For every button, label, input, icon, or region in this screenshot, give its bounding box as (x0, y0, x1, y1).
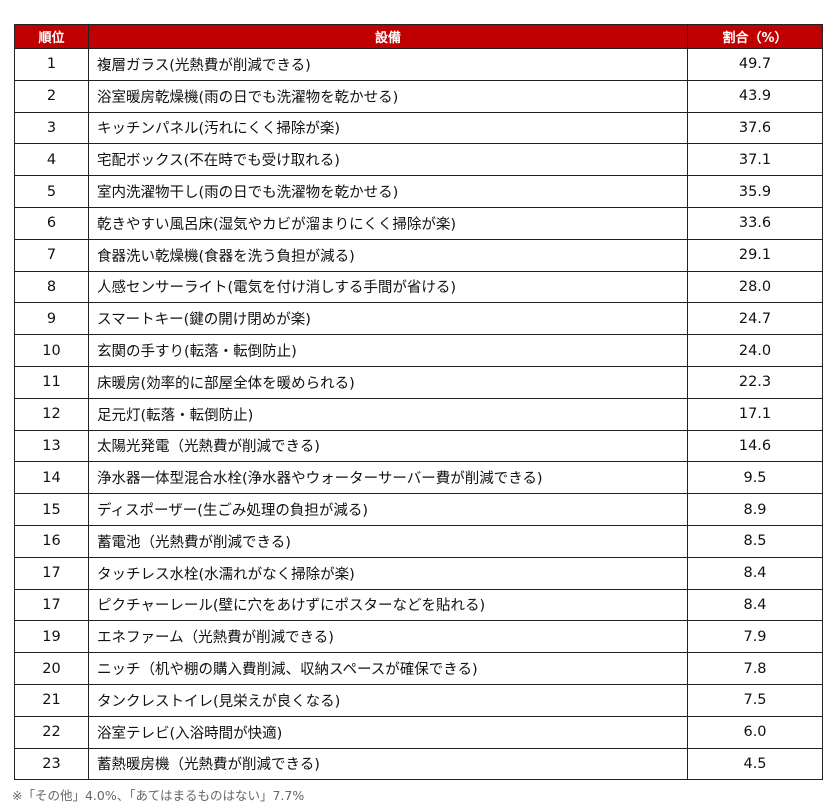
item-cell: スマートキー(鍵の開け閉めが楽) (88, 302, 688, 336)
item-cell: ディスポーザー(生ごみ処理の負担が減る) (88, 493, 688, 526)
table-row: 16 蓄電池（光熱費が削減できる) 8.5 (14, 524, 823, 558)
header-pct: 割合（%） (687, 24, 823, 49)
item-cell: 蓄電池（光熱費が削減できる) (88, 524, 688, 558)
rank-cell: 3 (14, 111, 89, 145)
item-cell: 太陽光発電（光熱費が削減できる) (88, 429, 688, 463)
rank-cell: 2 (14, 79, 89, 113)
table-row: 17 タッチレス水栓(水濡れがなく掃除が楽) 8.4 (14, 556, 823, 590)
pct-cell: 43.9 (687, 79, 823, 113)
pct-cell: 8.4 (687, 588, 823, 622)
table-row: 15 ディスポーザー(生ごみ処理の負担が減る) 8.9 (14, 493, 823, 526)
item-cell: タンクレストイレ(見栄えが良くなる) (88, 683, 688, 717)
item-cell: ニッチ（机や棚の購入費削減、収納スペースが確保できる) (88, 652, 688, 685)
rank-cell: 17 (14, 556, 89, 590)
pct-cell: 14.6 (687, 429, 823, 463)
footnote: ※「その他」4.0%、「あてはまるものはない」7.7% (12, 788, 305, 803)
pct-cell: 7.9 (687, 620, 823, 654)
rank-cell: 15 (14, 493, 89, 526)
header-row: 順位 設備 割合（%） (14, 24, 823, 49)
pct-cell: 24.7 (687, 302, 823, 336)
pct-cell: 49.7 (687, 48, 823, 81)
rank-cell: 14 (14, 461, 89, 495)
pct-cell: 8.5 (687, 524, 823, 558)
pct-cell: 7.8 (687, 652, 823, 685)
table-row: 23 蓄熱暖房機（光熱費が削減できる) 4.5 (14, 747, 823, 781)
table-row: 21 タンクレストイレ(見栄えが良くなる) 7.5 (14, 683, 823, 717)
item-cell: 蓄熱暖房機（光熱費が削減できる) (88, 747, 688, 781)
rank-cell: 17 (14, 588, 89, 622)
rank-cell: 20 (14, 652, 89, 685)
item-cell: 足元灯(転落・転倒防止) (88, 397, 688, 431)
pct-cell: 37.1 (687, 143, 823, 177)
item-cell: タッチレス水栓(水濡れがなく掃除が楽) (88, 556, 688, 590)
pct-cell: 28.0 (687, 270, 823, 304)
item-cell: 室内洗濯物干し(雨の日でも洗濯物を乾かせる) (88, 175, 688, 208)
table-row: 1 複層ガラス(光熱費が削減できる) 49.7 (14, 48, 823, 81)
item-cell: 人感センサーライト(電気を付け消しする手間が省ける) (88, 270, 688, 304)
table-row: 7 食器洗い乾燥機(食器を洗う負担が減る) 29.1 (14, 238, 823, 272)
pct-cell: 29.1 (687, 238, 823, 272)
item-cell: ピクチャーレール(壁に穴をあけずにポスターなどを貼れる) (88, 588, 688, 622)
item-cell: 乾きやすい風呂床(湿気やカビが溜まりにくく掃除が楽) (88, 206, 688, 240)
rank-cell: 7 (14, 238, 89, 272)
rank-cell: 21 (14, 683, 89, 717)
item-cell: 複層ガラス(光熱費が削減できる) (88, 48, 688, 81)
pct-cell: 35.9 (687, 175, 823, 208)
table-row: 12 足元灯(転落・転倒防止) 17.1 (14, 397, 823, 431)
table-row: 5 室内洗濯物干し(雨の日でも洗濯物を乾かせる) 35.9 (14, 175, 823, 208)
rank-cell: 22 (14, 715, 89, 749)
item-cell: 床暖房(効率的に部屋全体を暖められる) (88, 365, 688, 399)
table-row: 14 浄水器一体型混合水栓(浄水器やウォーターサーバー費が削減できる) 9.5 (14, 461, 823, 495)
table-row: 13 太陽光発電（光熱費が削減できる) 14.6 (14, 429, 823, 463)
ranking-table: 順位 設備 割合（%） 1 複層ガラス(光熱費が削減できる) 49.7 2 浴室暖房乾燥… (14, 24, 823, 781)
item-cell: キッチンパネル(汚れにくく掃除が楽) (88, 111, 688, 145)
rank-cell: 10 (14, 334, 89, 367)
rank-cell: 9 (14, 302, 89, 336)
item-cell: 食器洗い乾燥機(食器を洗う負担が減る) (88, 238, 688, 272)
rank-cell: 5 (14, 175, 89, 208)
item-cell: 宅配ボックス(不在時でも受け取れる) (88, 143, 688, 177)
rank-cell: 4 (14, 143, 89, 177)
pct-cell: 9.5 (687, 461, 823, 495)
rank-cell: 1 (14, 48, 89, 81)
item-cell: 浴室暖房乾燥機(雨の日でも洗濯物を乾かせる) (88, 79, 688, 113)
header-item: 設備 (88, 24, 688, 49)
rank-cell: 16 (14, 524, 89, 558)
rank-cell: 8 (14, 270, 89, 304)
pct-cell: 8.4 (687, 556, 823, 590)
pct-cell: 6.0 (687, 715, 823, 749)
item-cell: 玄関の手すり(転落・転倒防止) (88, 334, 688, 367)
pct-cell: 22.3 (687, 365, 823, 399)
pct-cell: 24.0 (687, 334, 823, 367)
table-row: 11 床暖房(効率的に部屋全体を暖められる) 22.3 (14, 365, 823, 399)
table-row: 4 宅配ボックス(不在時でも受け取れる) 37.1 (14, 143, 823, 177)
rank-cell: 13 (14, 429, 89, 463)
table-row: 10 玄関の手すり(転落・転倒防止) 24.0 (14, 334, 823, 367)
rank-cell: 11 (14, 365, 89, 399)
table-row: 22 浴室テレビ(入浴時間が快適) 6.0 (14, 715, 823, 749)
table-row: 20 ニッチ（机や棚の購入費削減、収納スペースが確保できる) 7.8 (14, 652, 823, 685)
table-row: 9 スマートキー(鍵の開け閉めが楽) 24.7 (14, 302, 823, 336)
item-cell: 浴室テレビ(入浴時間が快適) (88, 715, 688, 749)
item-cell: 浄水器一体型混合水栓(浄水器やウォーターサーバー費が削減できる) (88, 461, 688, 495)
rank-cell: 6 (14, 206, 89, 240)
rank-cell: 19 (14, 620, 89, 654)
pct-cell: 8.9 (687, 493, 823, 526)
rank-cell: 23 (14, 747, 89, 781)
table-row: 17 ピクチャーレール(壁に穴をあけずにポスターなどを貼れる) 8.4 (14, 588, 823, 622)
item-cell: エネファーム（光熱費が削減できる) (88, 620, 688, 654)
rank-cell: 12 (14, 397, 89, 431)
table-row: 19 エネファーム（光熱費が削減できる) 7.9 (14, 620, 823, 654)
header-rank: 順位 (14, 24, 89, 49)
table-row: 2 浴室暖房乾燥機(雨の日でも洗濯物を乾かせる) 43.9 (14, 79, 823, 113)
table-row: 3 キッチンパネル(汚れにくく掃除が楽) 37.6 (14, 111, 823, 145)
pct-cell: 37.6 (687, 111, 823, 145)
pct-cell: 4.5 (687, 747, 823, 781)
table-row: 8 人感センサーライト(電気を付け消しする手間が省ける) 28.0 (14, 270, 823, 304)
pct-cell: 33.6 (687, 206, 823, 240)
pct-cell: 7.5 (687, 683, 823, 717)
pct-cell: 17.1 (687, 397, 823, 431)
table-row: 6 乾きやすい風呂床(湿気やカビが溜まりにくく掃除が楽) 33.6 (14, 206, 823, 240)
